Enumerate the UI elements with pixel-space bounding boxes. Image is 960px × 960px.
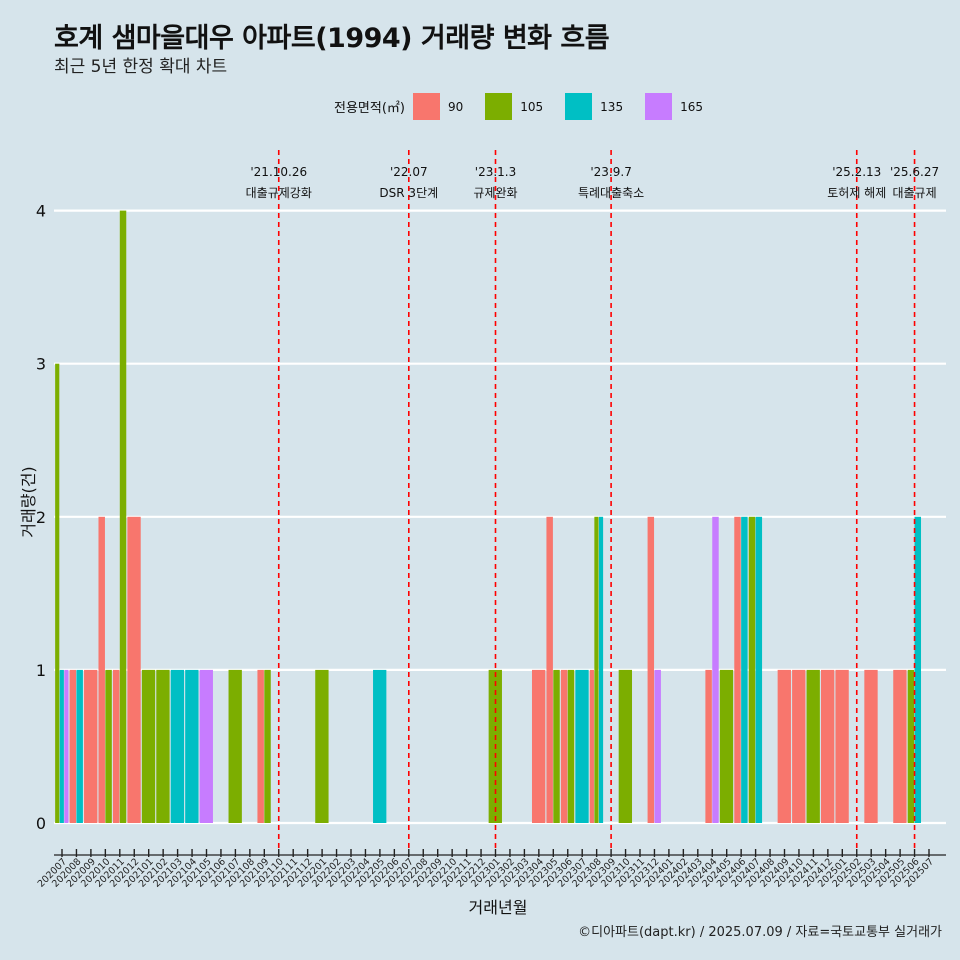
annotation-date-202301: '23.1.3 <box>475 165 516 179</box>
bar-202008-90 <box>69 669 77 823</box>
bar-202406-90 <box>734 516 741 823</box>
bar-202312-90 <box>647 516 655 823</box>
bar-202011-105 <box>119 210 127 824</box>
annotation-label-202301: 규제완화 <box>473 186 517 200</box>
bar-202405-105 <box>719 669 734 823</box>
legend-key-135 <box>565 93 593 120</box>
chart-title: 호계 샘마을대우 아파트(1994) 거래량 변화 흐름 <box>54 23 610 54</box>
bar-202505-90 <box>893 669 907 823</box>
bar-202103-135 <box>170 669 185 823</box>
bar-202501-90 <box>835 669 849 823</box>
bar-202503-90 <box>864 669 878 823</box>
annotation-label-202309: 특례대출축소 <box>578 186 644 200</box>
bar-202407-135 <box>755 516 763 823</box>
bar-202008-135 <box>76 669 83 823</box>
bar-202304-90 <box>531 669 546 823</box>
bar-202007-135 <box>59 669 64 823</box>
legend-label-135: 135 <box>600 99 624 114</box>
legend: 전용면적(㎡) 90 105 135 165 <box>334 93 725 120</box>
bar-202102-105 <box>156 669 170 823</box>
bar-202305-105 <box>553 669 560 823</box>
bar-202410-90 <box>792 669 806 823</box>
bar-202308-90 <box>589 669 594 823</box>
y-tick-label-1: 1 <box>36 661 46 680</box>
bar-202011-90 <box>112 669 120 823</box>
annotation-date-202207: '22.07 <box>390 165 428 179</box>
legend-key-165 <box>645 93 673 120</box>
bar-202007-105 <box>55 363 60 823</box>
annotation-label-202506: 대출규제 <box>892 186 936 200</box>
y-tick-label-3: 3 <box>36 355 46 374</box>
bar-202310-105 <box>618 669 633 823</box>
annotation-label-202110: 대출규제강화 <box>246 186 312 200</box>
annotation-label-202207: DSR 3단계 <box>379 186 438 200</box>
chart-subtitle: 최근 5년 한정 확대 차트 <box>54 57 228 77</box>
bar-202012-90 <box>127 516 141 823</box>
bar-202308-135 <box>598 516 604 823</box>
annotation-label-202502: 토허제 해제 <box>827 186 886 200</box>
y-tick-label-0: 0 <box>36 814 46 833</box>
bar-202412-90 <box>820 669 835 823</box>
bar-202105-165 <box>199 669 213 823</box>
bar-202107-105 <box>228 669 242 823</box>
bar-202010-105 <box>105 669 112 823</box>
bar-202406-135 <box>741 516 748 823</box>
legend-title: 전용면적(㎡) <box>334 101 405 116</box>
x-axis-title: 거래년월 <box>469 898 528 917</box>
annotation-date-202110: '21.10.26 <box>250 165 307 179</box>
bar-202205-135 <box>373 669 387 823</box>
bar-202305-90 <box>546 516 553 823</box>
bar-202312-165 <box>654 669 661 823</box>
bar-202007-165 <box>64 669 69 823</box>
bar-202306-90 <box>560 669 568 823</box>
bar-202009-90 <box>84 669 98 823</box>
legend-label-165: 165 <box>680 99 703 114</box>
bar-202306-105 <box>567 669 575 823</box>
bar-202404-165 <box>712 516 719 823</box>
bar-202506-105 <box>907 669 915 823</box>
bar-202109-105 <box>264 669 271 823</box>
y-tick-label-2: 2 <box>36 508 46 527</box>
bar-202201-105 <box>315 669 329 823</box>
bar-202101-105 <box>141 669 156 823</box>
legend-label-105: 105 <box>520 99 544 114</box>
annotation-date-202502: '25.2.13 <box>832 165 881 179</box>
y-axis-title: 거래량(건) <box>19 466 38 537</box>
legend-key-90 <box>412 93 440 120</box>
bar-202506-135 <box>914 516 922 823</box>
caption: ©디아파트(dapt.kr) / 2025.07.09 / 자료=국토교통부 실… <box>578 925 942 940</box>
bar-202109-90 <box>257 669 264 823</box>
annotation-date-202309: '23.9.7 <box>590 165 631 179</box>
annotation-date-202506: '25.6.27 <box>890 165 939 179</box>
bar-202407-105 <box>748 516 756 823</box>
bar-202404-90 <box>705 669 712 823</box>
bar-202308-105 <box>594 516 599 823</box>
bar-202104-135 <box>185 669 199 823</box>
bar-202409-90 <box>777 669 791 823</box>
y-tick-label-4: 4 <box>36 202 46 221</box>
bar-202010-90 <box>98 516 105 823</box>
legend-key-105 <box>485 93 513 120</box>
legend-label-90: 90 <box>447 99 464 114</box>
bar-202307-135 <box>575 669 589 823</box>
bar-202411-105 <box>806 669 820 823</box>
